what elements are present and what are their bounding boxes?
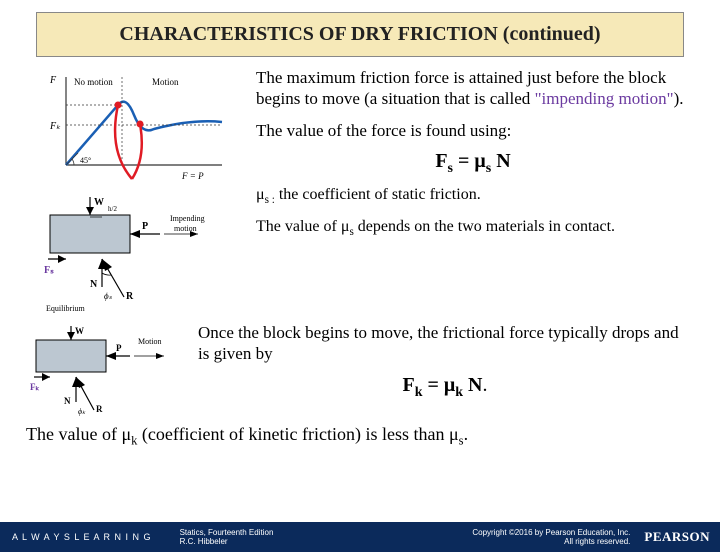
para-mu-s-depends: The value of μs depends on the two mater… bbox=[256, 217, 690, 239]
impending-quote: "impending motion" bbox=[535, 89, 674, 108]
svg-text:R: R bbox=[126, 291, 134, 302]
para-once-moves: Once the block begins to move, the frict… bbox=[198, 322, 692, 365]
formula-kinetic: Fk = μk N. bbox=[198, 373, 692, 402]
svg-text:P: P bbox=[116, 343, 122, 353]
svg-text:Fₛ: Fₛ bbox=[44, 265, 54, 276]
svg-text:Fₖ: Fₖ bbox=[30, 382, 39, 392]
svg-text:motion: motion bbox=[174, 224, 197, 233]
svg-text:P: P bbox=[142, 221, 148, 232]
para-mu-s-def: μs : the coefficient of static friction. bbox=[256, 185, 690, 207]
para-mu-k-less: The value of μk (coefficient of kinetic … bbox=[0, 422, 720, 449]
pearson-logo: PEARSON bbox=[638, 529, 720, 545]
svg-text:Motion: Motion bbox=[152, 77, 179, 87]
svg-text:N: N bbox=[90, 279, 98, 290]
svg-text:ϕₛ: ϕₛ bbox=[104, 291, 113, 301]
svg-text:Equilibrium: Equilibrium bbox=[46, 304, 85, 313]
svg-text:Fₖ: Fₖ bbox=[49, 121, 61, 132]
svg-text:F: F bbox=[49, 75, 57, 86]
svg-text:Impending: Impending bbox=[170, 214, 205, 223]
para-value-found: The value of the force is found using: bbox=[256, 120, 690, 141]
svg-text:F = P: F = P bbox=[181, 171, 204, 181]
always-learning-text: A L W A Y S L E A R N I N G bbox=[0, 532, 152, 542]
svg-text:R: R bbox=[96, 404, 103, 414]
para-max-friction: The maximum friction force is attained j… bbox=[256, 67, 690, 110]
equilibrium-diagram: W P Fₛ N R ϕₛ h/2 Equilibrium Impending bbox=[42, 191, 232, 316]
footer-copyright: Copyright ©2016 by Pearson Education, In… bbox=[472, 528, 638, 546]
svg-text:W: W bbox=[75, 326, 84, 336]
svg-text:ϕₖ: ϕₖ bbox=[78, 407, 86, 416]
friction-graph: No motion Motion F Fₖ F = P 45° bbox=[42, 67, 232, 187]
svg-text:N: N bbox=[64, 396, 71, 406]
svg-text:No motion: No motion bbox=[74, 77, 113, 87]
formula-static: Fs = μs N bbox=[256, 149, 690, 178]
svg-text:h/2: h/2 bbox=[108, 205, 117, 213]
svg-text:W: W bbox=[94, 197, 104, 208]
footer-bar: A L W A Y S L E A R N I N G Statics, Fou… bbox=[0, 522, 720, 552]
svg-text:45°: 45° bbox=[80, 156, 91, 165]
footer-citation: Statics, Fourteenth Edition R.C. Hibbele… bbox=[152, 528, 274, 546]
slide-title: CHARACTERISTICS OF DRY FRICTION (continu… bbox=[36, 12, 684, 57]
svg-text:Motion: Motion bbox=[138, 337, 162, 346]
motion-diagram: W P Fₖ N R ϕₖ Motion bbox=[28, 322, 183, 422]
